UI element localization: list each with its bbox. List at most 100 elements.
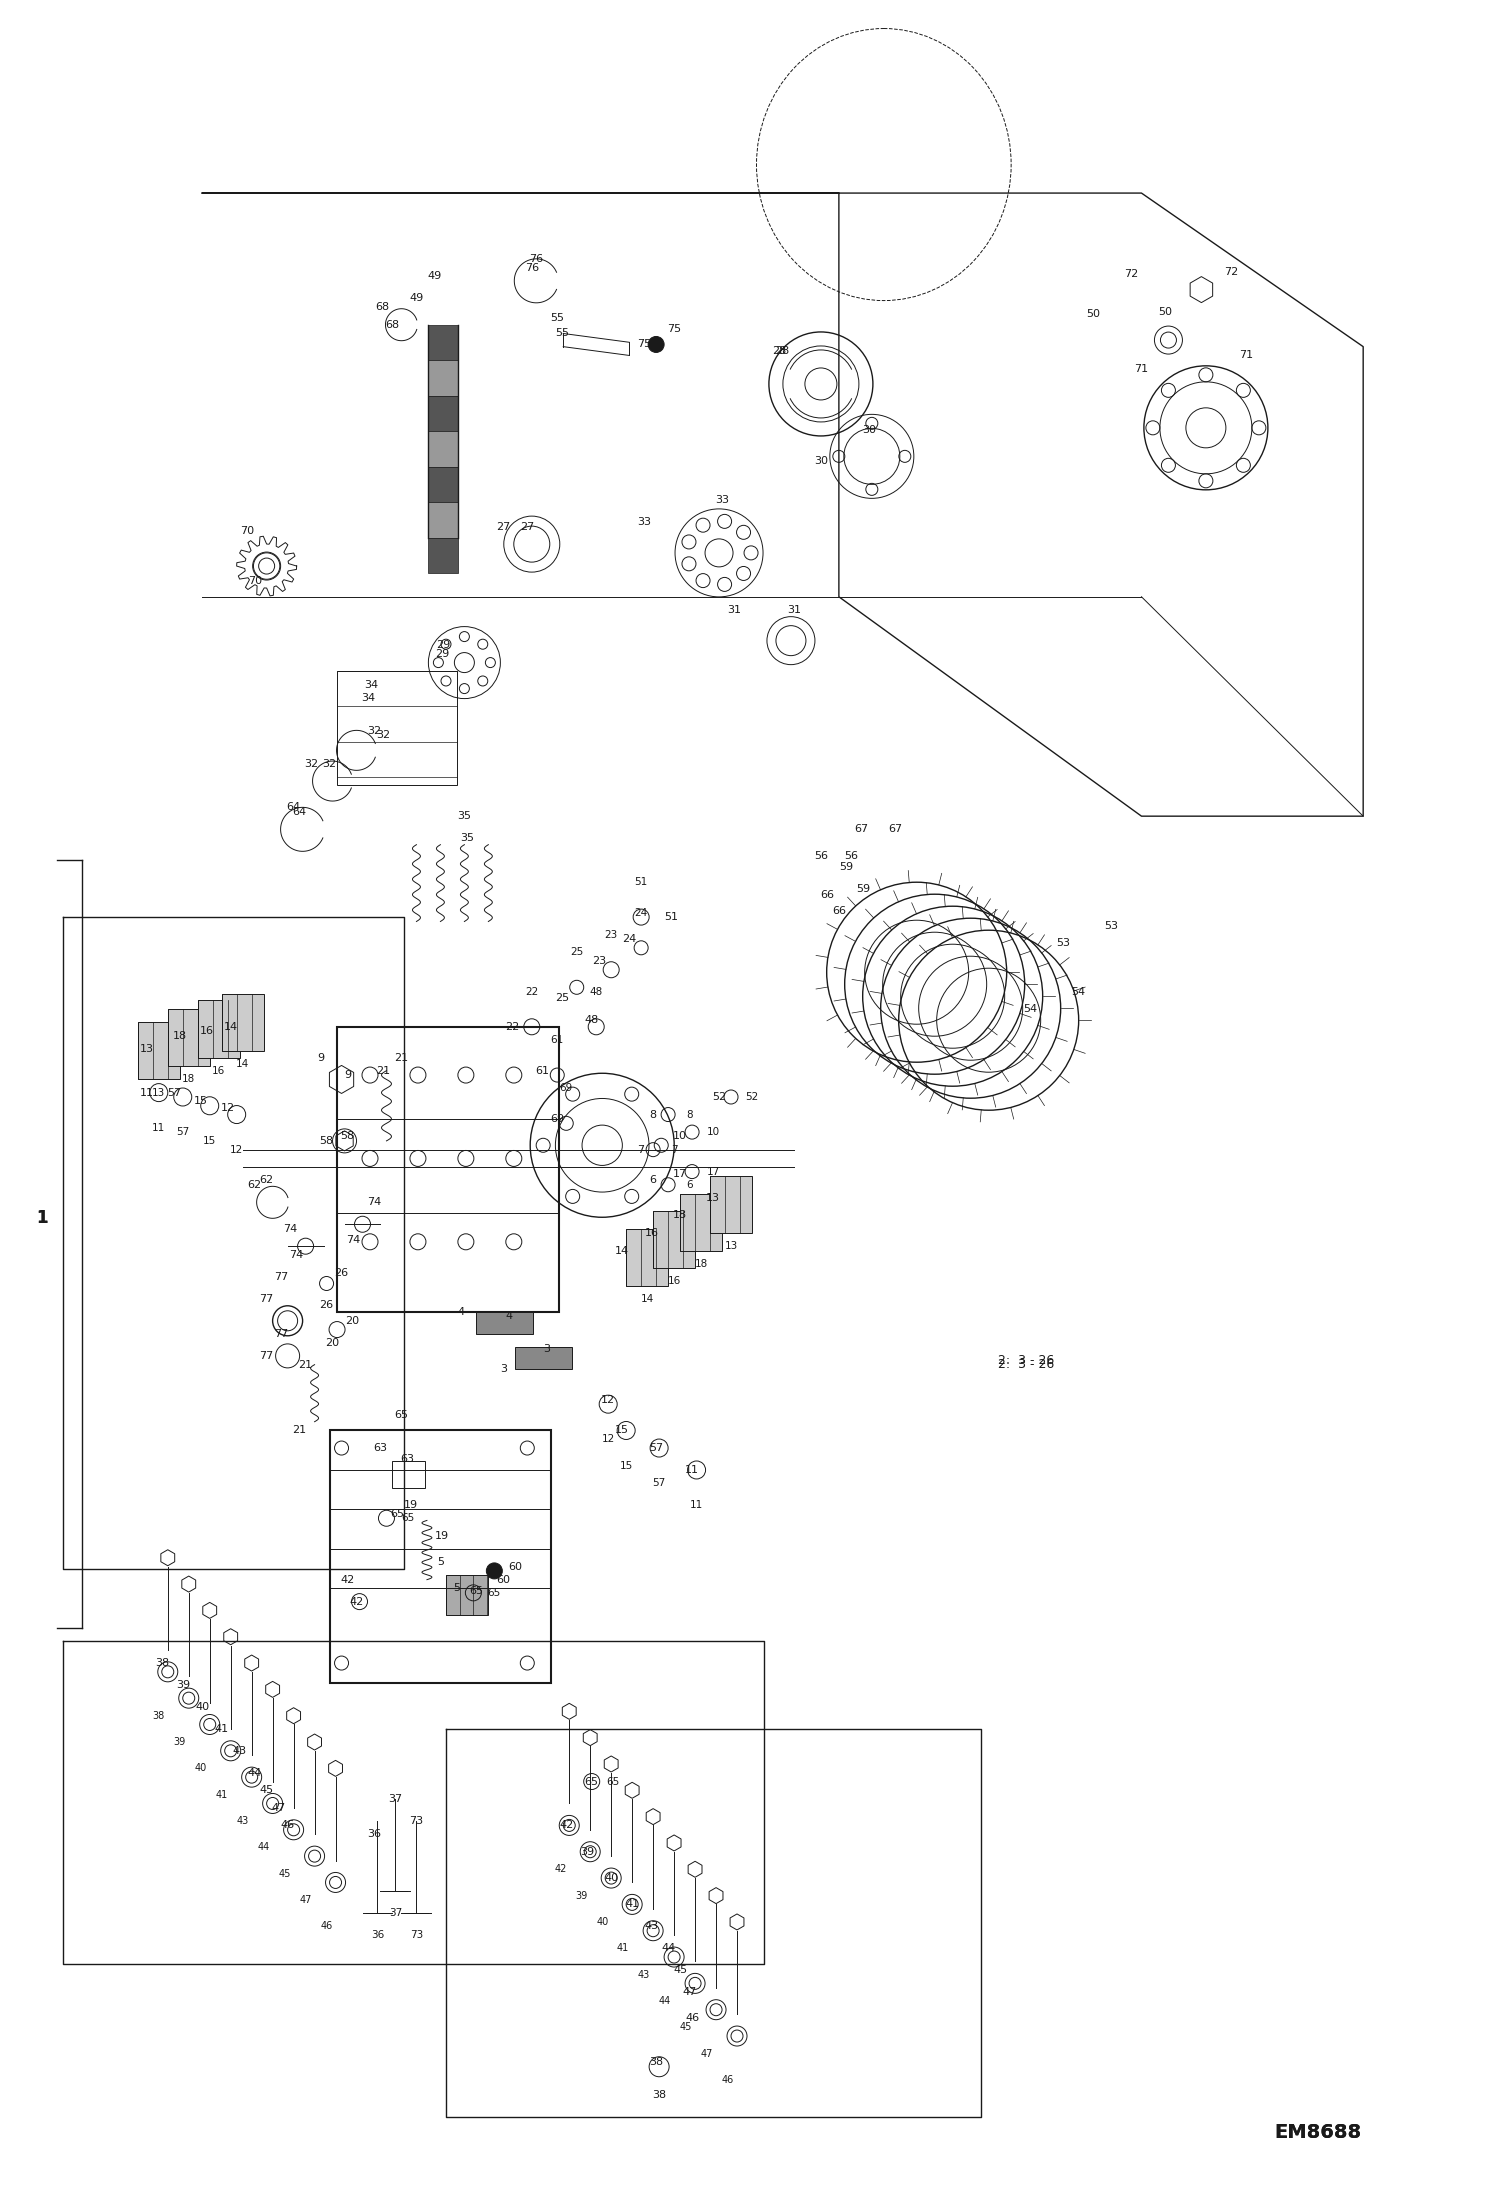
Text: 20: 20 — [325, 1338, 340, 1347]
Text: 51: 51 — [635, 878, 647, 886]
Text: 31: 31 — [786, 606, 801, 614]
Text: 55: 55 — [554, 329, 569, 338]
Text: 60: 60 — [508, 1562, 523, 1571]
Bar — [428, 360, 458, 395]
Circle shape — [487, 1562, 502, 1580]
Text: 6: 6 — [650, 1176, 656, 1185]
Text: 21: 21 — [298, 1360, 313, 1369]
Text: 18: 18 — [673, 1211, 688, 1220]
Text: 57: 57 — [166, 1088, 181, 1097]
Text: 43: 43 — [237, 1817, 249, 1825]
Bar — [392, 1461, 425, 1488]
Text: 14: 14 — [237, 1060, 249, 1068]
Bar — [428, 395, 458, 430]
Text: 76: 76 — [529, 255, 544, 263]
Bar — [710, 1176, 752, 1233]
Bar — [428, 325, 458, 360]
Text: 56: 56 — [813, 851, 828, 860]
Text: 2:  3 - 26: 2: 3 - 26 — [998, 1354, 1055, 1367]
Text: 7: 7 — [638, 1145, 644, 1154]
Bar — [653, 1211, 695, 1268]
Bar — [428, 467, 458, 502]
Text: 47: 47 — [682, 1988, 697, 1997]
Text: 77: 77 — [259, 1352, 274, 1360]
Text: 50: 50 — [1158, 307, 1173, 316]
Text: 3: 3 — [544, 1345, 550, 1354]
Text: 45: 45 — [259, 1786, 274, 1795]
Text: 15: 15 — [614, 1426, 629, 1435]
Text: 28: 28 — [771, 347, 786, 355]
Text: 21: 21 — [292, 1426, 307, 1435]
Text: 36: 36 — [372, 1931, 383, 1939]
Text: 76: 76 — [524, 263, 539, 272]
Bar — [337, 1027, 559, 1312]
Text: 23: 23 — [592, 957, 607, 965]
Text: 9: 9 — [318, 1053, 324, 1062]
Text: 61: 61 — [535, 1066, 550, 1075]
Text: 46: 46 — [321, 1922, 333, 1931]
Text: 63: 63 — [373, 1444, 388, 1452]
Text: 45: 45 — [673, 1966, 688, 1975]
Text: 13: 13 — [153, 1088, 165, 1097]
Text: 62: 62 — [259, 1176, 274, 1185]
Text: 55: 55 — [550, 314, 565, 323]
Bar — [138, 1022, 180, 1079]
Text: 42: 42 — [559, 1821, 574, 1830]
Text: 44: 44 — [247, 1768, 262, 1777]
Text: 69: 69 — [560, 1084, 572, 1093]
Text: EM8688: EM8688 — [1275, 2124, 1362, 2141]
Text: 48: 48 — [590, 987, 602, 996]
Text: 16: 16 — [644, 1229, 659, 1237]
Text: 75: 75 — [667, 325, 682, 333]
Text: 38: 38 — [652, 2091, 667, 2100]
Text: 27: 27 — [496, 522, 511, 531]
Text: 66: 66 — [831, 906, 846, 915]
Text: 19: 19 — [434, 1531, 449, 1540]
Text: 45: 45 — [279, 1869, 291, 1878]
Text: 62: 62 — [247, 1180, 262, 1189]
Text: 11: 11 — [153, 1123, 165, 1132]
Text: 18: 18 — [183, 1075, 195, 1084]
Text: 21: 21 — [376, 1066, 391, 1075]
Text: 74: 74 — [289, 1251, 304, 1259]
Text: 67: 67 — [854, 825, 869, 834]
Text: 39: 39 — [174, 1738, 186, 1746]
Text: 59: 59 — [839, 862, 854, 871]
Text: 67: 67 — [888, 825, 903, 834]
Text: 39: 39 — [580, 1847, 595, 1856]
Text: 43: 43 — [638, 1970, 650, 1979]
Text: 47: 47 — [271, 1803, 286, 1812]
Text: 36: 36 — [367, 1830, 382, 1839]
Text: 46: 46 — [722, 2076, 734, 2084]
Text: 65: 65 — [469, 1586, 484, 1595]
Text: 12: 12 — [220, 1104, 235, 1112]
Text: 17: 17 — [707, 1167, 719, 1176]
Text: 48: 48 — [584, 1016, 599, 1025]
Text: 8: 8 — [686, 1110, 692, 1119]
Text: 57: 57 — [653, 1479, 665, 1488]
Text: 34: 34 — [361, 693, 376, 702]
Text: 75: 75 — [637, 340, 652, 349]
Text: 32: 32 — [322, 759, 337, 768]
Text: 40: 40 — [604, 1874, 619, 1882]
Text: 64: 64 — [286, 803, 301, 812]
Text: 74: 74 — [346, 1235, 361, 1244]
Text: EM8688: EM8688 — [1275, 2124, 1362, 2141]
Text: 39: 39 — [175, 1681, 190, 1689]
Text: 72: 72 — [1224, 268, 1239, 276]
Text: 4: 4 — [458, 1308, 464, 1316]
Text: 74: 74 — [367, 1198, 382, 1207]
Text: 33: 33 — [637, 518, 652, 527]
Text: 56: 56 — [843, 851, 858, 860]
Bar — [168, 1009, 210, 1066]
Text: 41: 41 — [625, 1900, 640, 1909]
Text: 18: 18 — [172, 1031, 187, 1040]
Text: 6: 6 — [686, 1180, 692, 1189]
Text: 46: 46 — [685, 2014, 700, 2023]
Text: 52: 52 — [712, 1093, 727, 1101]
Text: 23: 23 — [605, 930, 617, 939]
Bar — [337, 671, 457, 785]
Text: 12: 12 — [231, 1145, 243, 1154]
Text: 58: 58 — [340, 1132, 355, 1141]
Text: 57: 57 — [649, 1444, 664, 1452]
